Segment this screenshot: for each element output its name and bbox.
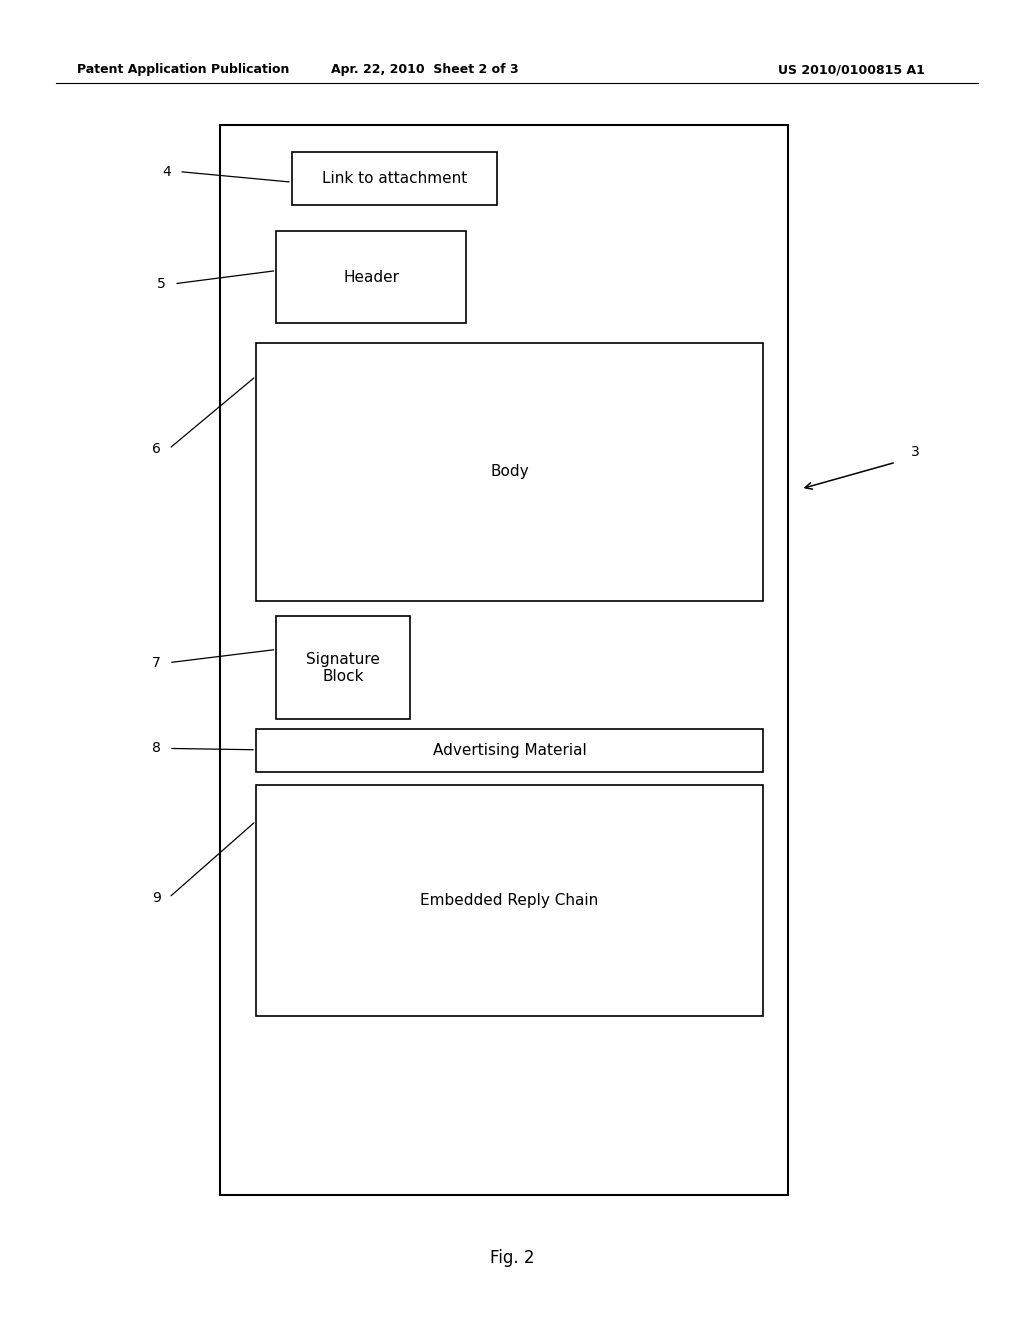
Text: Body: Body <box>490 465 528 479</box>
Text: Link to attachment: Link to attachment <box>322 170 467 186</box>
Text: 9: 9 <box>152 891 161 904</box>
Text: Advertising Material: Advertising Material <box>432 743 587 758</box>
Text: Embedded Reply Chain: Embedded Reply Chain <box>420 894 599 908</box>
Text: 7: 7 <box>152 656 161 669</box>
Text: Signature
Block: Signature Block <box>306 652 380 684</box>
Text: Apr. 22, 2010  Sheet 2 of 3: Apr. 22, 2010 Sheet 2 of 3 <box>331 63 519 77</box>
Bar <box>256 785 763 1016</box>
Bar <box>256 343 763 601</box>
Text: 3: 3 <box>911 445 921 458</box>
Text: Fig. 2: Fig. 2 <box>489 1249 535 1267</box>
Text: 8: 8 <box>152 742 161 755</box>
Bar <box>292 152 497 205</box>
Bar <box>276 231 466 323</box>
Bar <box>220 125 788 1195</box>
Text: 6: 6 <box>152 442 161 455</box>
Bar <box>276 616 410 719</box>
Bar <box>256 729 763 772</box>
Text: 4: 4 <box>162 165 171 178</box>
Text: Header: Header <box>343 269 399 285</box>
Text: US 2010/0100815 A1: US 2010/0100815 A1 <box>778 63 925 77</box>
Text: 5: 5 <box>157 277 166 290</box>
Text: Patent Application Publication: Patent Application Publication <box>77 63 289 77</box>
